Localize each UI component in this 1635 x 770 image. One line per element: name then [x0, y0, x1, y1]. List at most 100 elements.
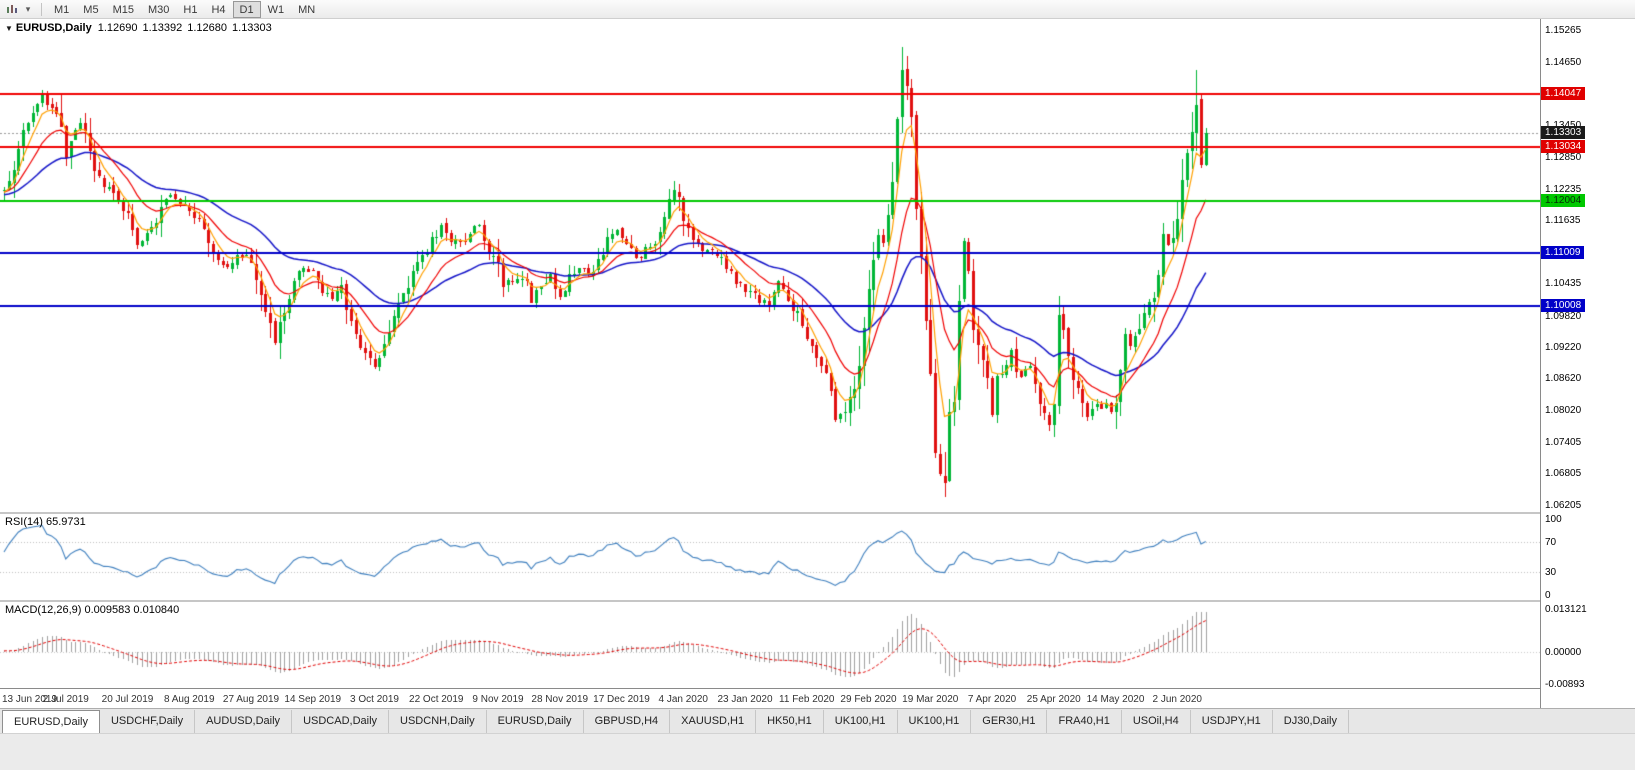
- date-axis-label: 29 Feb 2020: [840, 694, 897, 705]
- chart-tab-audusd-daily[interactable]: AUDUSD,Daily: [195, 710, 293, 733]
- rsi-axis-label: 0: [1545, 590, 1551, 601]
- price-axis-label: 1.07405: [1545, 437, 1582, 449]
- chart-tab-eurusd-daily[interactable]: EURUSD,Daily: [2, 710, 100, 733]
- price-axis-label: 1.10435: [1545, 278, 1582, 290]
- timeframe-button-h1[interactable]: H1: [183, 3, 198, 16]
- timeframe-button-m5[interactable]: M5: [83, 3, 99, 16]
- price-axis-label: 1.06205: [1545, 499, 1582, 511]
- price-badge-1.13034: 1.13034: [1541, 140, 1586, 154]
- date-axis-label: 2 Jun 2020: [1152, 694, 1203, 705]
- price-chart-panel: ▼ EURUSD,Daily 1.12690 1.13392 1.12680 1.1330…: [0, 19, 1635, 512]
- price-badge-1.13303: 1.13303: [1541, 126, 1586, 140]
- macd-label: MACD(12,26,9) 0.009583 0.010840: [5, 604, 180, 616]
- date-axis-label: 2 Jul 2019: [42, 694, 89, 705]
- ohlc-high: 1.13392: [142, 22, 183, 34]
- macd-canvas[interactable]: [0, 602, 1540, 688]
- chart-tab-usdcad-daily[interactable]: USDCAD,Daily: [292, 710, 390, 733]
- date-axis-label: 14 May 2020: [1086, 694, 1145, 705]
- timeframe-button-m30[interactable]: M30: [147, 3, 170, 16]
- date-axis-label: 20 Jul 2019: [101, 694, 154, 705]
- timeframe-button-w1[interactable]: W1: [267, 3, 285, 16]
- panel-splitter-rsi[interactable]: [0, 512, 1635, 514]
- chart-tab-fra40-h1[interactable]: FRA40,H1: [1047, 710, 1122, 733]
- price-axis-label: 1.08020: [1545, 404, 1582, 416]
- date-axis-label: 11 Feb 2020: [779, 694, 835, 705]
- chart-tab-xauusd-h1[interactable]: XAUUSD,H1: [670, 710, 757, 733]
- date-axis-label: 19 Mar 2020: [902, 694, 959, 705]
- chart-tab-usdchf-daily[interactable]: USDCHF,Daily: [100, 710, 196, 733]
- timeframe-button-mn[interactable]: MN: [298, 3, 316, 16]
- rsi-axis-label: 100: [1545, 514, 1562, 525]
- macd-indicator-panel: MACD(12,26,9) 0.009583 0.010840: [0, 602, 1635, 688]
- macd-axis-label: 0.00000: [1545, 647, 1582, 659]
- date-axis-label: 22 Oct 2019: [409, 694, 464, 705]
- rsi-axis-label: 70: [1545, 536, 1557, 548]
- chart-icon-glyph: [7, 5, 17, 13]
- price-axis-label: 1.08620: [1545, 373, 1582, 385]
- date-axis-label: 9 Nov 2019: [472, 694, 524, 705]
- price-axis-label: 1.06805: [1545, 468, 1582, 480]
- chart-tab-uk100-h1[interactable]: UK100,H1: [824, 710, 898, 733]
- date-axis-label: 13 Jun 2019: [2, 694, 58, 705]
- price-badge-1.12004: 1.12004: [1541, 194, 1586, 208]
- price-axis-label: 1.15265: [1545, 25, 1582, 37]
- chart-tab-usdjpy-h1[interactable]: USDJPY,H1: [1191, 710, 1273, 733]
- date-axis-label: 17 Dec 2019: [593, 694, 650, 705]
- date-axis-label: 27 Aug 2019: [222, 694, 280, 705]
- price-badge-1.14047: 1.14047: [1541, 87, 1586, 101]
- date-axis-label: 14 Sep 2019: [284, 694, 342, 705]
- date-axis-label: 8 Aug 2019: [163, 694, 215, 705]
- chart-tab-usdcnh-daily[interactable]: USDCNH,Daily: [389, 710, 487, 733]
- price-axis-label: 1.14650: [1545, 57, 1582, 69]
- date-axis-label: 23 Jan 2020: [717, 694, 773, 705]
- macd-axis-label: -0.00893: [1545, 679, 1585, 690]
- ohlc-low: 1.12680: [187, 22, 228, 34]
- chart-tab-uk100-h1[interactable]: UK100,H1: [898, 710, 972, 733]
- chart-tabs-bar: EURUSD,Daily USDCHF,Daily AUDUSD,Daily USDC…: [0, 708, 1635, 733]
- date-axis-label: 3 Oct 2019: [350, 694, 399, 705]
- price-axis-label: 1.09220: [1545, 341, 1582, 353]
- chart-tab-usoil-h4[interactable]: USOil,H4: [1122, 710, 1191, 733]
- date-axis-label: 28 Nov 2019: [531, 694, 589, 705]
- rsi-label: RSI(14) 65.9731: [5, 516, 86, 528]
- panel-splitter-macd[interactable]: [0, 600, 1635, 602]
- toolbar-separator: [41, 2, 42, 16]
- timeframe-button-m15[interactable]: M15: [112, 3, 134, 16]
- price-axis-label: 1.12235: [1545, 184, 1582, 195]
- price-axis-label: 1.12850: [1545, 151, 1582, 163]
- chart-tab-hk50-h1[interactable]: HK50,H1: [756, 710, 824, 733]
- date-axis-label: 25 Apr 2020: [1026, 694, 1081, 705]
- chart-tab-eurusd-daily[interactable]: EURUSD,Daily: [487, 710, 584, 733]
- status-bar: [0, 733, 1635, 770]
- ohlc-open: 1.12690: [97, 22, 138, 34]
- date-axis-label: 4 Jan 2020: [658, 694, 709, 705]
- chevron-down-icon[interactable]: ▾: [25, 3, 31, 14]
- price-axis-label: 1.13450: [1545, 120, 1581, 131]
- timeframe-buttons: M1 M5 M15 M30 H1 H4 D1 W1 MN: [47, 0, 322, 18]
- rsi-canvas[interactable]: [0, 514, 1540, 600]
- rsi-axis-label: 30: [1545, 567, 1557, 579]
- timeframe-button-h4[interactable]: H4: [211, 3, 226, 16]
- timeframe-button-m1[interactable]: M1: [54, 3, 70, 16]
- chart-tab-gbpusd-h4[interactable]: GBPUSD,H4: [584, 710, 671, 733]
- collapse-triangle-icon[interactable]: ▼: [5, 24, 13, 33]
- timeframe-toolbar: ▾ M1 M5 M15 M30 H1 H4 D1 W1 MN: [0, 0, 1635, 19]
- price-axis-label: 1.11635: [1545, 215, 1581, 227]
- price-axis[interactable]: 1.15265 1.14650 1.13450 1.12850 1.12235 1.116…: [1541, 19, 1635, 708]
- chart-tab-dj30-daily[interactable]: DJ30,Daily: [1273, 710, 1349, 733]
- chart-tab-ger30-h1[interactable]: GER30,H1: [971, 710, 1048, 733]
- chart-symbol-period: EURUSD,Daily: [15, 22, 92, 34]
- timeframe-button-d1[interactable]: D1: [232, 0, 261, 18]
- rsi-indicator-panel: RSI(14) 65.9731: [0, 514, 1635, 600]
- macd-axis-label: 0.013121: [1545, 604, 1587, 615]
- price-axis-border: [1540, 19, 1541, 708]
- price-chart-canvas[interactable]: [0, 19, 1540, 512]
- date-axis-label: 7 Apr 2020: [967, 694, 1017, 705]
- date-axis[interactable]: 13 Jun 2019 2 Jul 2019 20 Jul 2019 8 Aug 20…: [0, 688, 1635, 708]
- price-badge-1.11009: 1.11009: [1541, 246, 1585, 260]
- price-badge-1.10008: 1.10008: [1541, 298, 1586, 312]
- ohlc-close: 1.13303: [232, 22, 272, 34]
- chart-title: ▼ EURUSD,Daily 1.12690 1.13392 1.12680 1.1330…: [5, 22, 277, 34]
- chart-icon[interactable]: [4, 1, 20, 17]
